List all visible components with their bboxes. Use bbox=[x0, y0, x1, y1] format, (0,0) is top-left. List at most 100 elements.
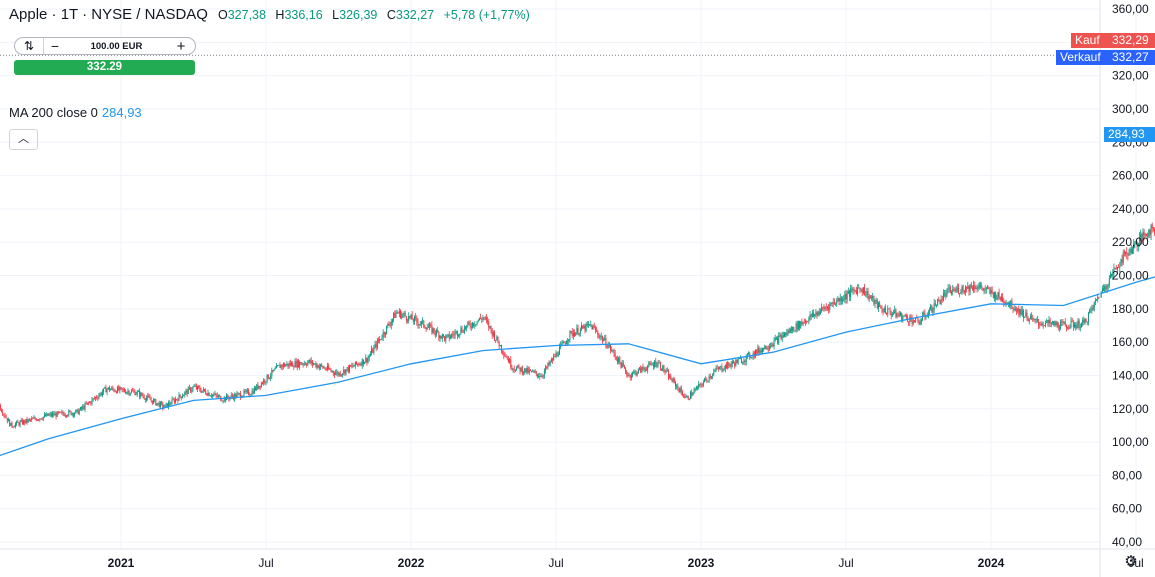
candle-body bbox=[407, 320, 409, 322]
candle-body bbox=[239, 393, 241, 398]
candle-body bbox=[1029, 316, 1031, 320]
candle-body bbox=[82, 406, 84, 409]
candle-body bbox=[110, 389, 112, 391]
candle-body bbox=[503, 352, 505, 356]
candle-body bbox=[966, 286, 968, 289]
candle-body bbox=[661, 368, 663, 371]
candle-body bbox=[797, 321, 799, 330]
y-tick-label: 60,00 bbox=[1112, 502, 1142, 516]
candle-body bbox=[206, 393, 208, 396]
candle-body bbox=[442, 334, 444, 337]
candle-body bbox=[735, 359, 737, 366]
candle-body bbox=[26, 418, 28, 423]
candle-body bbox=[243, 390, 245, 396]
candle-body bbox=[4, 414, 6, 417]
candle-body bbox=[821, 307, 823, 312]
candle-body bbox=[763, 348, 765, 350]
candle-body bbox=[890, 312, 892, 316]
candle-body bbox=[517, 365, 519, 368]
candle-body bbox=[1083, 319, 1085, 324]
indicator-legend[interactable]: MA 200 close 0 284,93 bbox=[9, 105, 142, 120]
candle-body bbox=[600, 336, 602, 338]
candle-body bbox=[2, 411, 4, 415]
candle-body bbox=[897, 313, 899, 315]
candle-body bbox=[969, 284, 971, 292]
candle-body bbox=[868, 296, 870, 299]
candle-body bbox=[1025, 312, 1027, 317]
candle-body bbox=[134, 391, 136, 395]
candle-body bbox=[996, 297, 998, 300]
swap-arrows-icon[interactable]: ⇅ bbox=[23, 39, 35, 53]
gear-icon[interactable]: ⚙ bbox=[1124, 553, 1138, 570]
candle-body bbox=[529, 369, 531, 371]
candle-body bbox=[614, 353, 616, 358]
candle-body bbox=[652, 364, 654, 367]
candle-body bbox=[954, 290, 956, 292]
candle-body bbox=[67, 415, 69, 417]
candle-body bbox=[449, 337, 451, 339]
candle-body bbox=[1100, 292, 1102, 298]
candle-body bbox=[255, 387, 257, 390]
candle-body bbox=[1021, 310, 1023, 315]
candle-body bbox=[1006, 302, 1008, 304]
candle-body bbox=[279, 365, 281, 368]
ma200-line bbox=[0, 276, 1155, 457]
candle-body bbox=[1090, 309, 1092, 311]
candle-body bbox=[207, 392, 209, 396]
candle-body bbox=[766, 348, 768, 350]
candle-body bbox=[955, 288, 957, 292]
candle-body bbox=[563, 341, 565, 343]
order-amount-input[interactable]: 100.00 EUR bbox=[90, 40, 143, 52]
candle-body bbox=[98, 395, 100, 399]
candle-body bbox=[401, 314, 403, 319]
candle-body bbox=[500, 345, 502, 351]
candle-body bbox=[806, 320, 808, 322]
candle-body bbox=[514, 369, 516, 371]
candle-body bbox=[277, 365, 279, 367]
candle-body bbox=[1034, 318, 1036, 321]
candle-body bbox=[216, 395, 218, 397]
candle-body bbox=[1038, 322, 1040, 325]
candle-body bbox=[149, 397, 151, 400]
candle-body bbox=[658, 362, 660, 364]
candle-body bbox=[291, 362, 293, 366]
decrease-amount-button[interactable]: − bbox=[43, 38, 66, 54]
candle-body bbox=[375, 343, 377, 348]
candle-body bbox=[622, 362, 624, 367]
candle-body bbox=[238, 393, 240, 395]
candle-body bbox=[495, 339, 497, 341]
candle-body bbox=[474, 324, 476, 326]
candle-body bbox=[976, 288, 978, 290]
candle-body bbox=[91, 399, 93, 404]
candle-body bbox=[843, 298, 845, 301]
candle-body bbox=[55, 413, 57, 417]
candle-body bbox=[416, 317, 418, 322]
candle-body bbox=[142, 395, 144, 397]
candle-body bbox=[1128, 251, 1130, 256]
buy-button[interactable]: 332.29 bbox=[14, 60, 195, 75]
candle-body bbox=[430, 324, 432, 326]
candle-body bbox=[115, 391, 117, 393]
candle-body bbox=[308, 360, 310, 363]
candle-body bbox=[545, 366, 547, 371]
y-tick-label: 320,00 bbox=[1112, 69, 1149, 83]
candle-body bbox=[1086, 321, 1088, 323]
candle-body bbox=[31, 418, 33, 420]
increase-amount-button[interactable]: + bbox=[176, 37, 186, 55]
candle-body bbox=[962, 286, 964, 291]
candle-body bbox=[647, 366, 649, 371]
candle-body bbox=[147, 395, 149, 398]
candle-body bbox=[1060, 322, 1062, 329]
candle-body bbox=[121, 387, 123, 390]
candle-body bbox=[395, 312, 397, 318]
chevron-up-icon[interactable]: ︿ bbox=[9, 129, 38, 150]
candle-body bbox=[789, 328, 791, 333]
candle-body bbox=[1120, 259, 1122, 267]
candle-body bbox=[836, 300, 838, 305]
candle-body bbox=[1017, 308, 1019, 312]
candle-body bbox=[56, 411, 58, 417]
candle-body bbox=[48, 414, 50, 416]
candle-body bbox=[989, 288, 991, 294]
candle-body bbox=[257, 384, 259, 389]
